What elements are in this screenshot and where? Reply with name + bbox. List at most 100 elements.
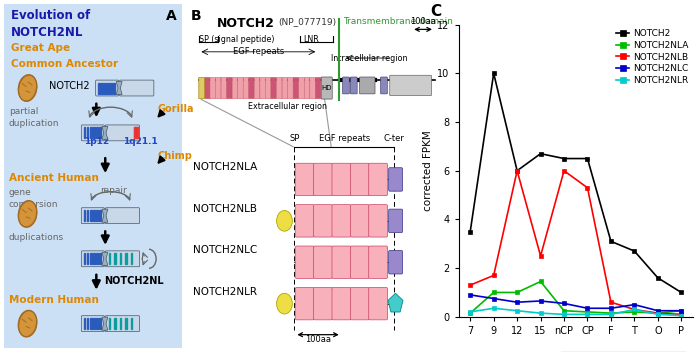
FancyBboxPatch shape bbox=[351, 205, 370, 237]
Bar bbox=[96, 127, 97, 138]
Bar bbox=[131, 318, 132, 329]
Polygon shape bbox=[102, 252, 108, 265]
FancyBboxPatch shape bbox=[199, 77, 204, 99]
Text: NOTCH2NLR: NOTCH2NLR bbox=[193, 287, 258, 297]
FancyBboxPatch shape bbox=[332, 163, 351, 196]
NOTCH2NLA bbox=[466, 311, 475, 315]
Text: NOTCH2NLA: NOTCH2NLA bbox=[193, 162, 258, 172]
FancyBboxPatch shape bbox=[389, 251, 402, 274]
NOTCH2NLR bbox=[466, 310, 475, 314]
Bar bbox=[99, 127, 101, 138]
Text: NOTCH2: NOTCH2 bbox=[217, 17, 275, 30]
Bar bbox=[111, 82, 112, 94]
Ellipse shape bbox=[19, 311, 36, 337]
FancyBboxPatch shape bbox=[227, 77, 232, 99]
FancyBboxPatch shape bbox=[248, 77, 254, 99]
Text: Intracellular region: Intracellular region bbox=[331, 54, 407, 63]
NOTCH2NLB bbox=[677, 312, 685, 316]
Bar bbox=[113, 82, 115, 94]
Ellipse shape bbox=[19, 312, 29, 329]
FancyBboxPatch shape bbox=[369, 246, 388, 278]
Bar bbox=[96, 318, 97, 329]
Line: NOTCH2NLB: NOTCH2NLB bbox=[468, 168, 684, 317]
NOTCH2NLB bbox=[630, 307, 638, 312]
FancyBboxPatch shape bbox=[351, 246, 370, 278]
FancyBboxPatch shape bbox=[332, 288, 351, 320]
NOTCH2NLA bbox=[677, 309, 685, 313]
Text: C-ter: C-ter bbox=[384, 134, 405, 143]
Bar bbox=[125, 253, 127, 264]
FancyBboxPatch shape bbox=[314, 246, 332, 278]
Text: Ancient Human: Ancient Human bbox=[9, 172, 99, 183]
FancyBboxPatch shape bbox=[204, 77, 210, 99]
Text: LNR: LNR bbox=[304, 34, 319, 44]
NOTCH2NLA bbox=[654, 311, 662, 315]
FancyBboxPatch shape bbox=[4, 4, 182, 348]
Text: SP: SP bbox=[289, 134, 300, 143]
FancyBboxPatch shape bbox=[276, 77, 282, 99]
Bar bbox=[108, 253, 111, 264]
FancyBboxPatch shape bbox=[314, 205, 332, 237]
NOTCH2NLC bbox=[607, 306, 615, 310]
FancyBboxPatch shape bbox=[381, 77, 387, 94]
Bar bbox=[93, 127, 95, 138]
FancyBboxPatch shape bbox=[360, 77, 375, 94]
NOTCH2NLA bbox=[583, 310, 592, 314]
Text: 1q21.1: 1q21.1 bbox=[123, 137, 158, 146]
FancyBboxPatch shape bbox=[288, 77, 293, 99]
NOTCH2NLC bbox=[513, 300, 522, 304]
FancyBboxPatch shape bbox=[105, 316, 139, 332]
NOTCH2 bbox=[677, 290, 685, 295]
FancyBboxPatch shape bbox=[232, 77, 237, 99]
Ellipse shape bbox=[19, 201, 36, 227]
FancyBboxPatch shape bbox=[314, 288, 332, 320]
Text: B: B bbox=[190, 9, 202, 23]
NOTCH2 bbox=[654, 276, 662, 280]
NOTCH2NLB bbox=[654, 311, 662, 315]
NOTCH2NLR bbox=[583, 312, 592, 316]
NOTCH2NLA bbox=[513, 290, 522, 295]
Bar bbox=[90, 210, 92, 221]
NOTCH2 bbox=[583, 156, 592, 161]
Text: gene: gene bbox=[9, 188, 32, 197]
Bar bbox=[90, 318, 92, 329]
Bar bbox=[93, 253, 95, 264]
FancyBboxPatch shape bbox=[199, 77, 204, 99]
Text: NOTCH2NL: NOTCH2NL bbox=[10, 26, 83, 39]
Text: (NP_077719): (NP_077719) bbox=[279, 17, 337, 26]
Text: conversion: conversion bbox=[9, 200, 58, 209]
Y-axis label: corrected FPKM: corrected FPKM bbox=[423, 130, 433, 211]
Ellipse shape bbox=[27, 312, 36, 329]
Text: partial: partial bbox=[9, 107, 38, 116]
Bar bbox=[99, 253, 101, 264]
FancyBboxPatch shape bbox=[295, 163, 314, 196]
FancyBboxPatch shape bbox=[304, 77, 309, 99]
FancyBboxPatch shape bbox=[216, 77, 221, 99]
NOTCH2NLA bbox=[607, 311, 615, 315]
Bar bbox=[84, 210, 85, 221]
Text: SP (signal peptide): SP (signal peptide) bbox=[199, 34, 274, 44]
NOTCH2NLR bbox=[489, 306, 498, 310]
Bar bbox=[87, 210, 88, 221]
NOTCH2NLR bbox=[654, 312, 662, 316]
Bar bbox=[99, 318, 101, 329]
Text: Great Ape: Great Ape bbox=[10, 43, 70, 53]
Bar bbox=[134, 127, 138, 138]
Bar bbox=[96, 210, 97, 221]
Text: EGF repeats: EGF repeats bbox=[233, 46, 285, 56]
FancyBboxPatch shape bbox=[321, 77, 332, 99]
NOTCH2NLA bbox=[630, 310, 638, 314]
Line: NOTCH2: NOTCH2 bbox=[468, 71, 684, 295]
Bar bbox=[114, 253, 116, 264]
NOTCH2 bbox=[536, 152, 545, 156]
NOTCH2 bbox=[630, 249, 638, 253]
Bar bbox=[87, 318, 88, 329]
Ellipse shape bbox=[19, 76, 29, 94]
Bar bbox=[102, 82, 103, 94]
FancyBboxPatch shape bbox=[105, 208, 139, 224]
FancyBboxPatch shape bbox=[293, 77, 299, 99]
Bar bbox=[84, 318, 85, 329]
Bar bbox=[120, 253, 121, 264]
Line: NOTCH2NLC: NOTCH2NLC bbox=[468, 293, 684, 313]
NOTCH2NLC bbox=[536, 299, 545, 303]
